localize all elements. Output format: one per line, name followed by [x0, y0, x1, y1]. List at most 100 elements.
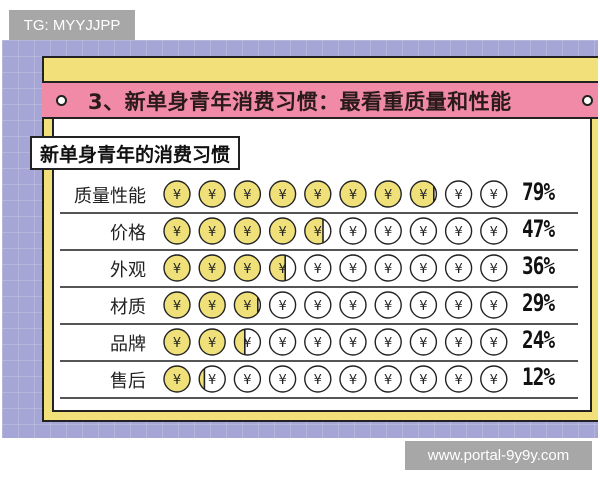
- yen-coin-icon: ¥: [163, 254, 191, 282]
- svg-text:¥: ¥: [384, 188, 392, 203]
- watermark-bottom: www.portal-9y9y.com: [405, 441, 592, 470]
- yen-coin-icon: ¥: [268, 254, 297, 282]
- svg-text:¥: ¥: [173, 373, 181, 388]
- yen-coin-icon: ¥: [198, 365, 226, 393]
- svg-text:¥: ¥: [384, 225, 392, 240]
- chart-row: 售后 12% ¥ ¥ ¥ ¥ ¥ ¥ ¥ ¥ ¥ ¥: [60, 360, 578, 399]
- svg-text:¥: ¥: [419, 262, 427, 277]
- svg-text:¥: ¥: [173, 299, 181, 314]
- yen-coin-icon: ¥: [233, 328, 262, 356]
- banner: 3、新单身青年消费习惯：最看重质量和性能: [42, 81, 598, 119]
- svg-text:¥: ¥: [349, 225, 357, 240]
- yen-coin-icon: ¥: [480, 365, 508, 393]
- svg-text:¥: ¥: [349, 262, 357, 277]
- percent-label: 36%: [522, 252, 555, 280]
- category-label: 售后: [110, 371, 146, 392]
- yen-coin-icon: ¥: [304, 254, 332, 282]
- chart-row: 外观 36% ¥ ¥ ¥ ¥ ¥ ¥ ¥ ¥ ¥ ¥: [60, 249, 578, 288]
- svg-text:¥: ¥: [208, 299, 216, 314]
- svg-text:¥: ¥: [419, 188, 427, 203]
- svg-text:¥: ¥: [208, 225, 216, 240]
- yen-coin-icon: ¥: [163, 365, 191, 393]
- yen-coin-icon: ¥: [374, 217, 402, 245]
- svg-text:¥: ¥: [173, 336, 181, 351]
- svg-text:¥: ¥: [208, 336, 216, 351]
- yen-coin-icon: ¥: [304, 291, 332, 319]
- chart-title: 新单身青年的消费习惯: [30, 136, 241, 170]
- yen-coin-icon: ¥: [480, 254, 508, 282]
- svg-text:¥: ¥: [314, 225, 322, 240]
- yen-coin-icon: ¥: [233, 254, 262, 282]
- yen-coin-icon: ¥: [444, 180, 473, 208]
- yen-coin-icon: ¥: [233, 180, 262, 208]
- svg-text:¥: ¥: [243, 262, 251, 277]
- svg-text:¥: ¥: [349, 299, 357, 314]
- svg-text:¥: ¥: [490, 373, 498, 388]
- yen-coin-icon: ¥: [409, 217, 438, 245]
- svg-text:¥: ¥: [278, 299, 286, 314]
- yen-coin-icon: ¥: [339, 365, 367, 393]
- yen-coin-icon: ¥: [198, 217, 226, 245]
- yen-coin-icon: ¥: [304, 328, 332, 356]
- percent-label: 12%: [522, 363, 555, 391]
- svg-text:¥: ¥: [278, 336, 286, 351]
- yen-coin-icon: ¥: [163, 291, 191, 319]
- coin-row: ¥ ¥ ¥ ¥ ¥ ¥ ¥ ¥ ¥ ¥: [163, 254, 508, 282]
- category-label: 质量性能: [74, 186, 146, 207]
- svg-text:¥: ¥: [454, 373, 462, 388]
- yen-coin-icon: ¥: [339, 328, 367, 356]
- svg-text:¥: ¥: [278, 188, 286, 203]
- yen-coin-icon: ¥: [198, 328, 226, 356]
- chart-row: 价格 47% ¥ ¥ ¥ ¥ ¥ ¥ ¥ ¥ ¥ ¥: [60, 212, 578, 251]
- yen-coin-icon: ¥: [374, 254, 402, 282]
- yen-coin-icon: ¥: [268, 328, 297, 356]
- yen-coin-icon: ¥: [480, 217, 508, 245]
- yen-coin-icon: ¥: [374, 291, 402, 319]
- yen-coin-icon: ¥: [444, 365, 473, 393]
- yen-coin-icon: ¥: [444, 328, 473, 356]
- svg-text:¥: ¥: [278, 225, 286, 240]
- yen-coin-icon: ¥: [163, 217, 191, 245]
- svg-text:¥: ¥: [314, 262, 322, 277]
- svg-text:¥: ¥: [454, 188, 462, 203]
- svg-text:¥: ¥: [454, 262, 462, 277]
- infographic: 3、新单身青年消费习惯：最看重质量和性能 新单身青年的消费习惯 质量性能 79%…: [2, 40, 598, 438]
- svg-text:¥: ¥: [454, 225, 462, 240]
- yen-coin-icon: ¥: [163, 180, 191, 208]
- coin-row: ¥ ¥ ¥ ¥ ¥ ¥ ¥ ¥ ¥ ¥: [163, 328, 508, 356]
- svg-text:¥: ¥: [384, 262, 392, 277]
- coin-row: ¥ ¥ ¥ ¥ ¥ ¥ ¥ ¥ ¥ ¥: [163, 291, 508, 319]
- yen-coin-icon: ¥: [339, 254, 367, 282]
- svg-text:¥: ¥: [490, 188, 498, 203]
- svg-text:¥: ¥: [208, 373, 216, 388]
- yen-coin-icon: ¥: [409, 291, 438, 319]
- yen-coin-icon: ¥: [339, 217, 367, 245]
- category-label: 品牌: [110, 334, 146, 355]
- yen-coin-icon: ¥: [480, 291, 508, 319]
- svg-text:¥: ¥: [208, 188, 216, 203]
- svg-text:¥: ¥: [384, 373, 392, 388]
- coin-row: ¥ ¥ ¥ ¥ ¥ ¥ ¥ ¥ ¥ ¥: [163, 217, 508, 245]
- yen-coin-icon: ¥: [304, 180, 332, 208]
- yen-coin-icon: ¥: [409, 328, 438, 356]
- svg-text:¥: ¥: [384, 299, 392, 314]
- percent-label: 47%: [522, 215, 555, 243]
- yen-coin-icon: ¥: [268, 291, 297, 319]
- yen-coin-icon: ¥: [409, 365, 438, 393]
- yen-coin-icon: ¥: [198, 291, 226, 319]
- yen-coin-icon: ¥: [374, 365, 402, 393]
- banner-title: 3、新单身青年消费习惯：最看重质量和性能: [88, 90, 512, 114]
- svg-text:¥: ¥: [490, 299, 498, 314]
- category-label: 外观: [110, 260, 146, 281]
- svg-text:¥: ¥: [349, 188, 357, 203]
- category-label: 价格: [110, 223, 146, 244]
- svg-text:¥: ¥: [243, 336, 251, 351]
- yen-coin-icon: ¥: [339, 180, 367, 208]
- yen-coin-icon: ¥: [233, 217, 262, 245]
- yen-coin-icon: ¥: [163, 328, 191, 356]
- svg-text:¥: ¥: [243, 299, 251, 314]
- svg-text:¥: ¥: [384, 336, 392, 351]
- yen-coin-icon: ¥: [409, 254, 438, 282]
- yen-coin-icon: ¥: [268, 217, 297, 245]
- yen-coin-icon: ¥: [233, 291, 262, 319]
